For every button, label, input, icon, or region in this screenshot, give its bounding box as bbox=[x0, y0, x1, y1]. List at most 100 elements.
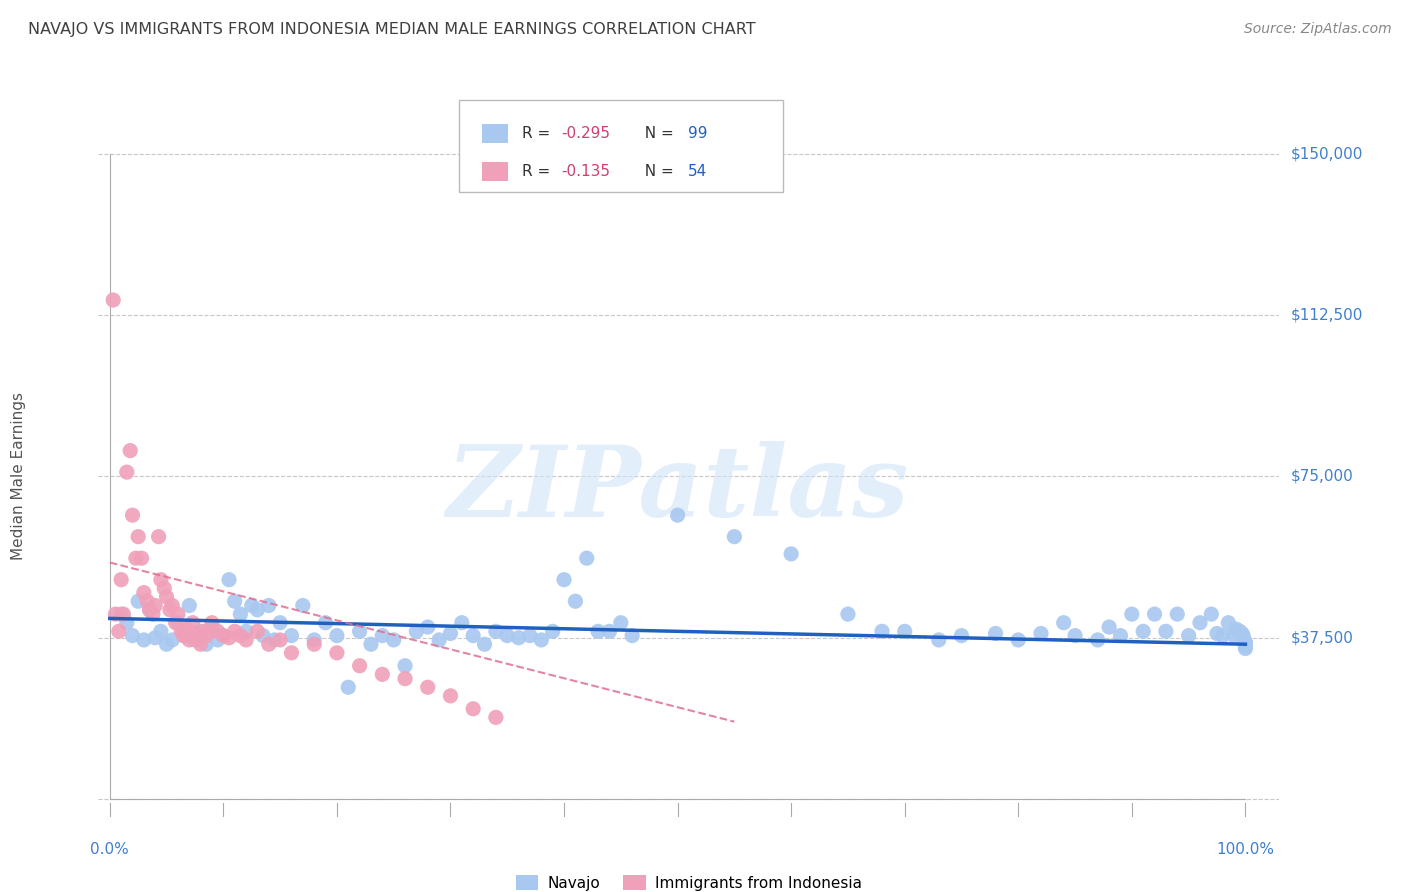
Point bbox=[195, 637, 218, 651]
Point bbox=[575, 551, 598, 566]
Point bbox=[621, 629, 644, 643]
Point bbox=[218, 631, 240, 645]
Point bbox=[127, 594, 149, 608]
Point bbox=[1218, 615, 1240, 630]
Point bbox=[291, 599, 314, 613]
Point bbox=[153, 582, 176, 596]
Text: -0.135: -0.135 bbox=[561, 163, 610, 178]
Point bbox=[893, 624, 915, 639]
Point bbox=[326, 629, 349, 643]
Point bbox=[586, 624, 609, 639]
Point bbox=[598, 624, 620, 639]
Point bbox=[870, 624, 893, 639]
Point bbox=[138, 603, 160, 617]
Point bbox=[252, 629, 274, 643]
Point bbox=[263, 632, 285, 647]
Point bbox=[108, 624, 131, 639]
Text: $112,500: $112,500 bbox=[1291, 308, 1364, 323]
Text: 54: 54 bbox=[688, 163, 707, 178]
Point bbox=[302, 632, 325, 647]
Point bbox=[337, 680, 360, 694]
Point bbox=[984, 626, 1007, 640]
Point bbox=[190, 624, 212, 639]
Point bbox=[121, 629, 143, 643]
Point bbox=[269, 615, 291, 630]
Point bbox=[190, 637, 212, 651]
Text: -0.295: -0.295 bbox=[561, 126, 610, 141]
Point bbox=[103, 293, 125, 307]
Point bbox=[496, 629, 519, 643]
Point bbox=[257, 599, 280, 613]
FancyBboxPatch shape bbox=[482, 161, 508, 180]
Text: R =: R = bbox=[523, 163, 555, 178]
Point bbox=[450, 615, 472, 630]
Point bbox=[1064, 629, 1087, 643]
Point bbox=[201, 620, 224, 634]
Point bbox=[1109, 629, 1132, 643]
Point bbox=[1177, 629, 1199, 643]
Point bbox=[394, 658, 416, 673]
Point bbox=[1234, 637, 1257, 651]
Text: 0.0%: 0.0% bbox=[90, 842, 129, 857]
Point bbox=[1233, 632, 1256, 647]
Point bbox=[1121, 607, 1143, 621]
Point bbox=[530, 632, 553, 647]
Text: 100.0%: 100.0% bbox=[1216, 842, 1274, 857]
Point bbox=[167, 607, 190, 621]
Point bbox=[564, 594, 586, 608]
Point bbox=[1232, 629, 1254, 643]
Point bbox=[315, 615, 337, 630]
Point bbox=[176, 622, 198, 636]
Point bbox=[360, 637, 382, 651]
Point bbox=[167, 615, 190, 630]
Point bbox=[269, 632, 291, 647]
Point bbox=[416, 620, 439, 634]
Point bbox=[112, 607, 135, 621]
Point bbox=[405, 624, 427, 639]
Point bbox=[136, 594, 159, 608]
Point bbox=[1087, 632, 1109, 647]
Point bbox=[280, 629, 302, 643]
Text: $37,500: $37,500 bbox=[1291, 631, 1354, 645]
Point bbox=[149, 624, 172, 639]
Point bbox=[1212, 629, 1234, 643]
Point bbox=[1234, 637, 1257, 651]
FancyBboxPatch shape bbox=[458, 100, 783, 192]
Point bbox=[1132, 624, 1154, 639]
Point bbox=[349, 624, 371, 639]
Point bbox=[1029, 626, 1052, 640]
Point bbox=[427, 632, 450, 647]
Point bbox=[1230, 626, 1253, 640]
Point bbox=[257, 637, 280, 651]
Point bbox=[121, 508, 143, 523]
Point bbox=[159, 603, 181, 617]
Text: $75,000: $75,000 bbox=[1291, 469, 1354, 484]
Point bbox=[439, 689, 461, 703]
Point bbox=[162, 599, 183, 613]
Point bbox=[837, 607, 859, 621]
Point bbox=[246, 624, 269, 639]
Point bbox=[184, 626, 207, 640]
Legend: Navajo, Immigrants from Indonesia: Navajo, Immigrants from Indonesia bbox=[509, 870, 869, 892]
Point bbox=[155, 590, 177, 604]
Point bbox=[218, 573, 240, 587]
Point bbox=[1201, 607, 1223, 621]
Point bbox=[155, 637, 177, 651]
Text: Source: ZipAtlas.com: Source: ZipAtlas.com bbox=[1244, 22, 1392, 37]
Point bbox=[131, 551, 153, 566]
Point bbox=[235, 624, 257, 639]
Point bbox=[184, 632, 207, 647]
Point bbox=[201, 615, 224, 630]
Point bbox=[138, 603, 160, 617]
Point bbox=[162, 632, 183, 647]
Point bbox=[115, 465, 138, 479]
Point bbox=[207, 624, 229, 639]
Point bbox=[1188, 615, 1211, 630]
Point bbox=[1234, 637, 1257, 651]
Point bbox=[1223, 629, 1246, 643]
Point bbox=[439, 626, 461, 640]
Point bbox=[143, 599, 166, 613]
Point bbox=[1143, 607, 1166, 621]
Point bbox=[224, 594, 246, 608]
Point bbox=[224, 624, 246, 639]
